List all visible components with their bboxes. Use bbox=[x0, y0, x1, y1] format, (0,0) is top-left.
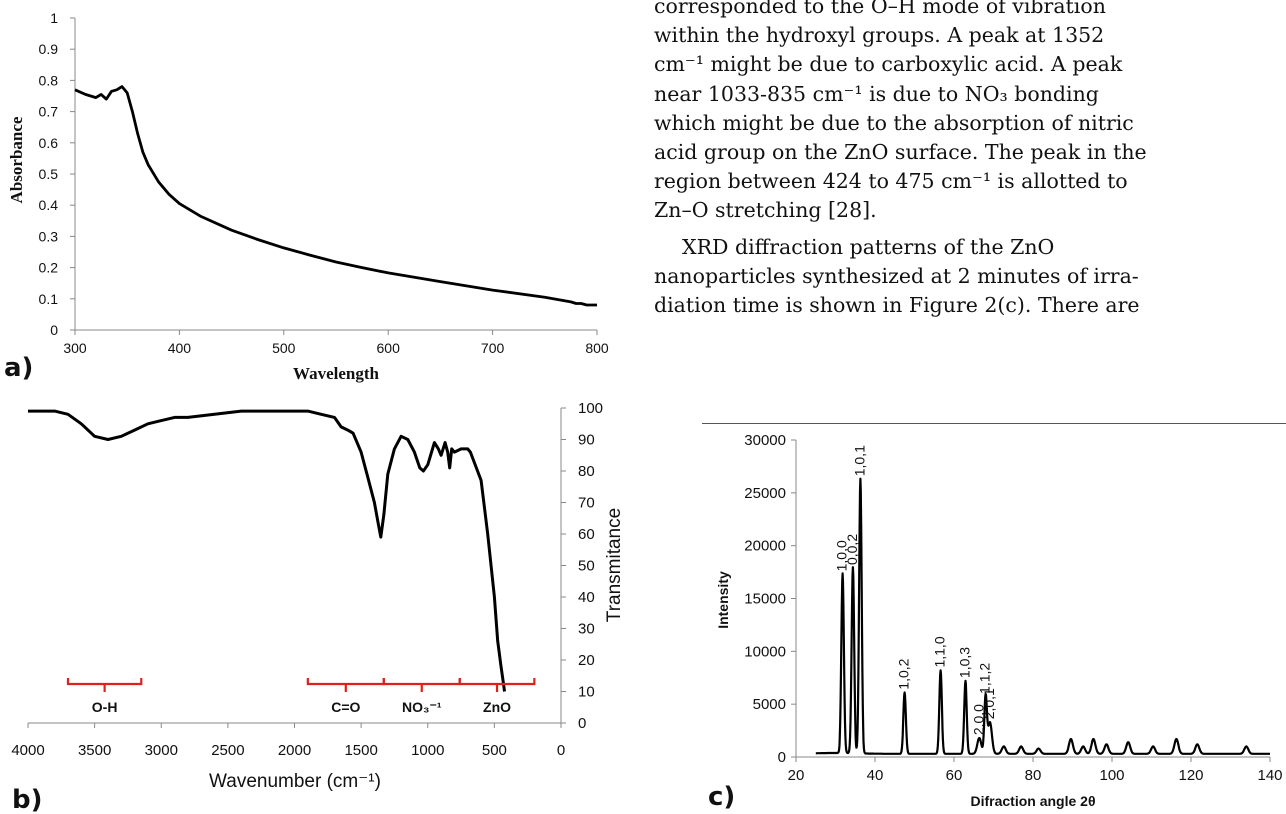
peak-label: 1,0,1 bbox=[851, 445, 867, 476]
x-tick-label: 700 bbox=[481, 340, 505, 356]
paragraph-1: corresponded to the O–H mode of vibratio… bbox=[654, 0, 1270, 226]
y-tick-label: 15000 bbox=[744, 591, 786, 608]
x-tick-label: 800 bbox=[585, 340, 609, 356]
text-line: Zn–O stretching [28]. bbox=[654, 198, 877, 223]
y-tick-label: 90 bbox=[578, 432, 595, 449]
xrd-chart: 0 5000 10000 15000 20000 25000 30000 20 40 60 80 10… bbox=[715, 432, 1283, 809]
x-tick-label: 80 bbox=[1025, 767, 1042, 784]
x-tick-label: 40 bbox=[867, 767, 884, 784]
text-line: within the hydroxyl groups. A peak at 13… bbox=[654, 23, 1105, 48]
text-line: nanoparticles synthesized at 2 minutes o… bbox=[654, 263, 1139, 288]
y-tick-label: 70 bbox=[578, 495, 595, 512]
x-tick-label: 0 bbox=[557, 742, 565, 759]
y-tick-label: 0 bbox=[778, 749, 786, 766]
body-text: corresponded to the O–H mode of vibratio… bbox=[654, 0, 1270, 320]
x-tick-label: 2500 bbox=[211, 742, 244, 759]
y-tick-label: 0.1 bbox=[39, 291, 59, 307]
ftir-chart: 0 10 20 30 40 50 60 70 80 90 100 4000 3500 3000 2500 20… bbox=[11, 400, 625, 792]
separator-line bbox=[702, 423, 1286, 424]
uv-vis-chart: 0 0.1 0.2 0.3 0.4 0.5 0.6 0.7 0.8 0.9 1 300 400 500 60… bbox=[7, 10, 609, 383]
panel-label-b: b) bbox=[12, 785, 43, 814]
panel-label-a: a) bbox=[4, 353, 33, 383]
paragraph-2: XRD diffraction patterns of the ZnO nano… bbox=[654, 233, 1270, 321]
panel-label-c: c) bbox=[708, 782, 735, 812]
y-tick-label: 80 bbox=[578, 463, 595, 480]
x-tick-label: 300 bbox=[63, 340, 87, 356]
region-bracket bbox=[306, 678, 385, 692]
x-axis-title: Wavenumber (cm⁻¹) bbox=[209, 771, 381, 792]
peak-label: 2,0,1 bbox=[981, 688, 997, 719]
text-line: XRD diffraction patterns of the ZnO bbox=[682, 234, 1055, 259]
region-bracket bbox=[66, 678, 143, 692]
x-axis-title: Difraction angle 2θ bbox=[970, 793, 1095, 809]
y-tick-label: 0.5 bbox=[39, 166, 59, 182]
text-line: cm⁻¹ might be due to carboxylic acid. A … bbox=[654, 52, 1123, 77]
x-tick-label: 3500 bbox=[78, 742, 111, 759]
y-tick-label: 10000 bbox=[744, 643, 786, 660]
absorbance-line bbox=[74, 85, 597, 307]
peak-label: 1,1,2 bbox=[977, 663, 993, 694]
x-tick-label: 600 bbox=[377, 340, 401, 356]
x-axis-title: Wavelength bbox=[293, 364, 379, 383]
y-tick-label: 50 bbox=[578, 558, 595, 575]
x-tick-label: 20 bbox=[788, 767, 805, 784]
text-line: region between 424 to 475 cm⁻¹ is allott… bbox=[654, 169, 1128, 194]
x-tick-label: 100 bbox=[1099, 767, 1124, 784]
x-tick-label: 60 bbox=[946, 767, 963, 784]
text-line: near 1033-835 cm⁻¹ is due to NO₃ bonding bbox=[654, 81, 1099, 106]
y-tick-label: 0.8 bbox=[39, 72, 59, 88]
y-tick-label: 40 bbox=[578, 589, 595, 606]
text-line: corresponded to the O–H mode of vibratio… bbox=[654, 0, 1106, 18]
y-tick-label: 5000 bbox=[753, 696, 786, 713]
region-label: NO₃⁻¹ bbox=[402, 699, 442, 715]
y-tick-label: 0.7 bbox=[39, 104, 59, 120]
x-tick-label: 2000 bbox=[278, 742, 311, 759]
x-tick-label: 3000 bbox=[145, 742, 178, 759]
peak-label: 1,1,0 bbox=[932, 636, 948, 667]
peak-label: 2,0,0 bbox=[970, 704, 986, 735]
region-label: ZnO bbox=[483, 699, 511, 715]
y-tick-label: 30000 bbox=[744, 432, 786, 449]
region-bracket bbox=[458, 678, 536, 692]
x-tick-label: 4000 bbox=[11, 742, 44, 759]
y-tick-label: 0.3 bbox=[39, 228, 59, 244]
y-axis-title: Intensity bbox=[715, 571, 731, 629]
y-tick-label: 30 bbox=[578, 621, 595, 638]
y-tick-label: 1 bbox=[50, 10, 58, 26]
y-tick-label: 10 bbox=[578, 684, 595, 701]
y-tick-label: 0.6 bbox=[39, 135, 59, 151]
text-line: which might be due to the absorption of … bbox=[654, 110, 1134, 135]
y-tick-label: 0 bbox=[578, 715, 586, 732]
xrd-pattern-line bbox=[814, 477, 1271, 755]
y-tick-label: 0 bbox=[50, 322, 58, 338]
y-axis-title: Transmitance bbox=[604, 508, 625, 622]
peak-label: 1,0,3 bbox=[956, 647, 972, 678]
transmittance-line bbox=[28, 409, 506, 692]
peak-label: 1,0,0 bbox=[834, 540, 850, 571]
y-tick-label: 20 bbox=[578, 652, 595, 669]
x-tick-label: 1500 bbox=[344, 742, 377, 759]
y-tick-label: 0.4 bbox=[39, 197, 59, 213]
peak-label: 0,0,2 bbox=[844, 534, 860, 565]
y-tick-label: 60 bbox=[578, 526, 595, 543]
y-tick-label: 25000 bbox=[744, 485, 786, 502]
region-label: C=O bbox=[331, 699, 360, 715]
text-line: diation time is shown in Figure 2(c). Th… bbox=[654, 293, 1140, 318]
x-tick-label: 500 bbox=[272, 340, 296, 356]
x-tick-label: 1000 bbox=[411, 742, 444, 759]
x-tick-label: 120 bbox=[1178, 767, 1203, 784]
x-tick-label: 500 bbox=[482, 742, 507, 759]
region-label: O-H bbox=[92, 699, 118, 715]
x-tick-label: 400 bbox=[168, 340, 192, 356]
y-tick-label: 0.2 bbox=[39, 260, 59, 276]
y-tick-label: 0.9 bbox=[39, 41, 59, 57]
text-line: acid group on the ZnO surface. The peak … bbox=[654, 140, 1147, 165]
y-tick-label: 100 bbox=[578, 400, 603, 417]
peak-label: 1,0,2 bbox=[896, 658, 912, 689]
y-tick-label: 20000 bbox=[744, 538, 786, 555]
region-bracket bbox=[382, 678, 461, 692]
y-axis-title: Absorbance bbox=[7, 116, 26, 203]
x-tick-label: 140 bbox=[1257, 767, 1282, 784]
